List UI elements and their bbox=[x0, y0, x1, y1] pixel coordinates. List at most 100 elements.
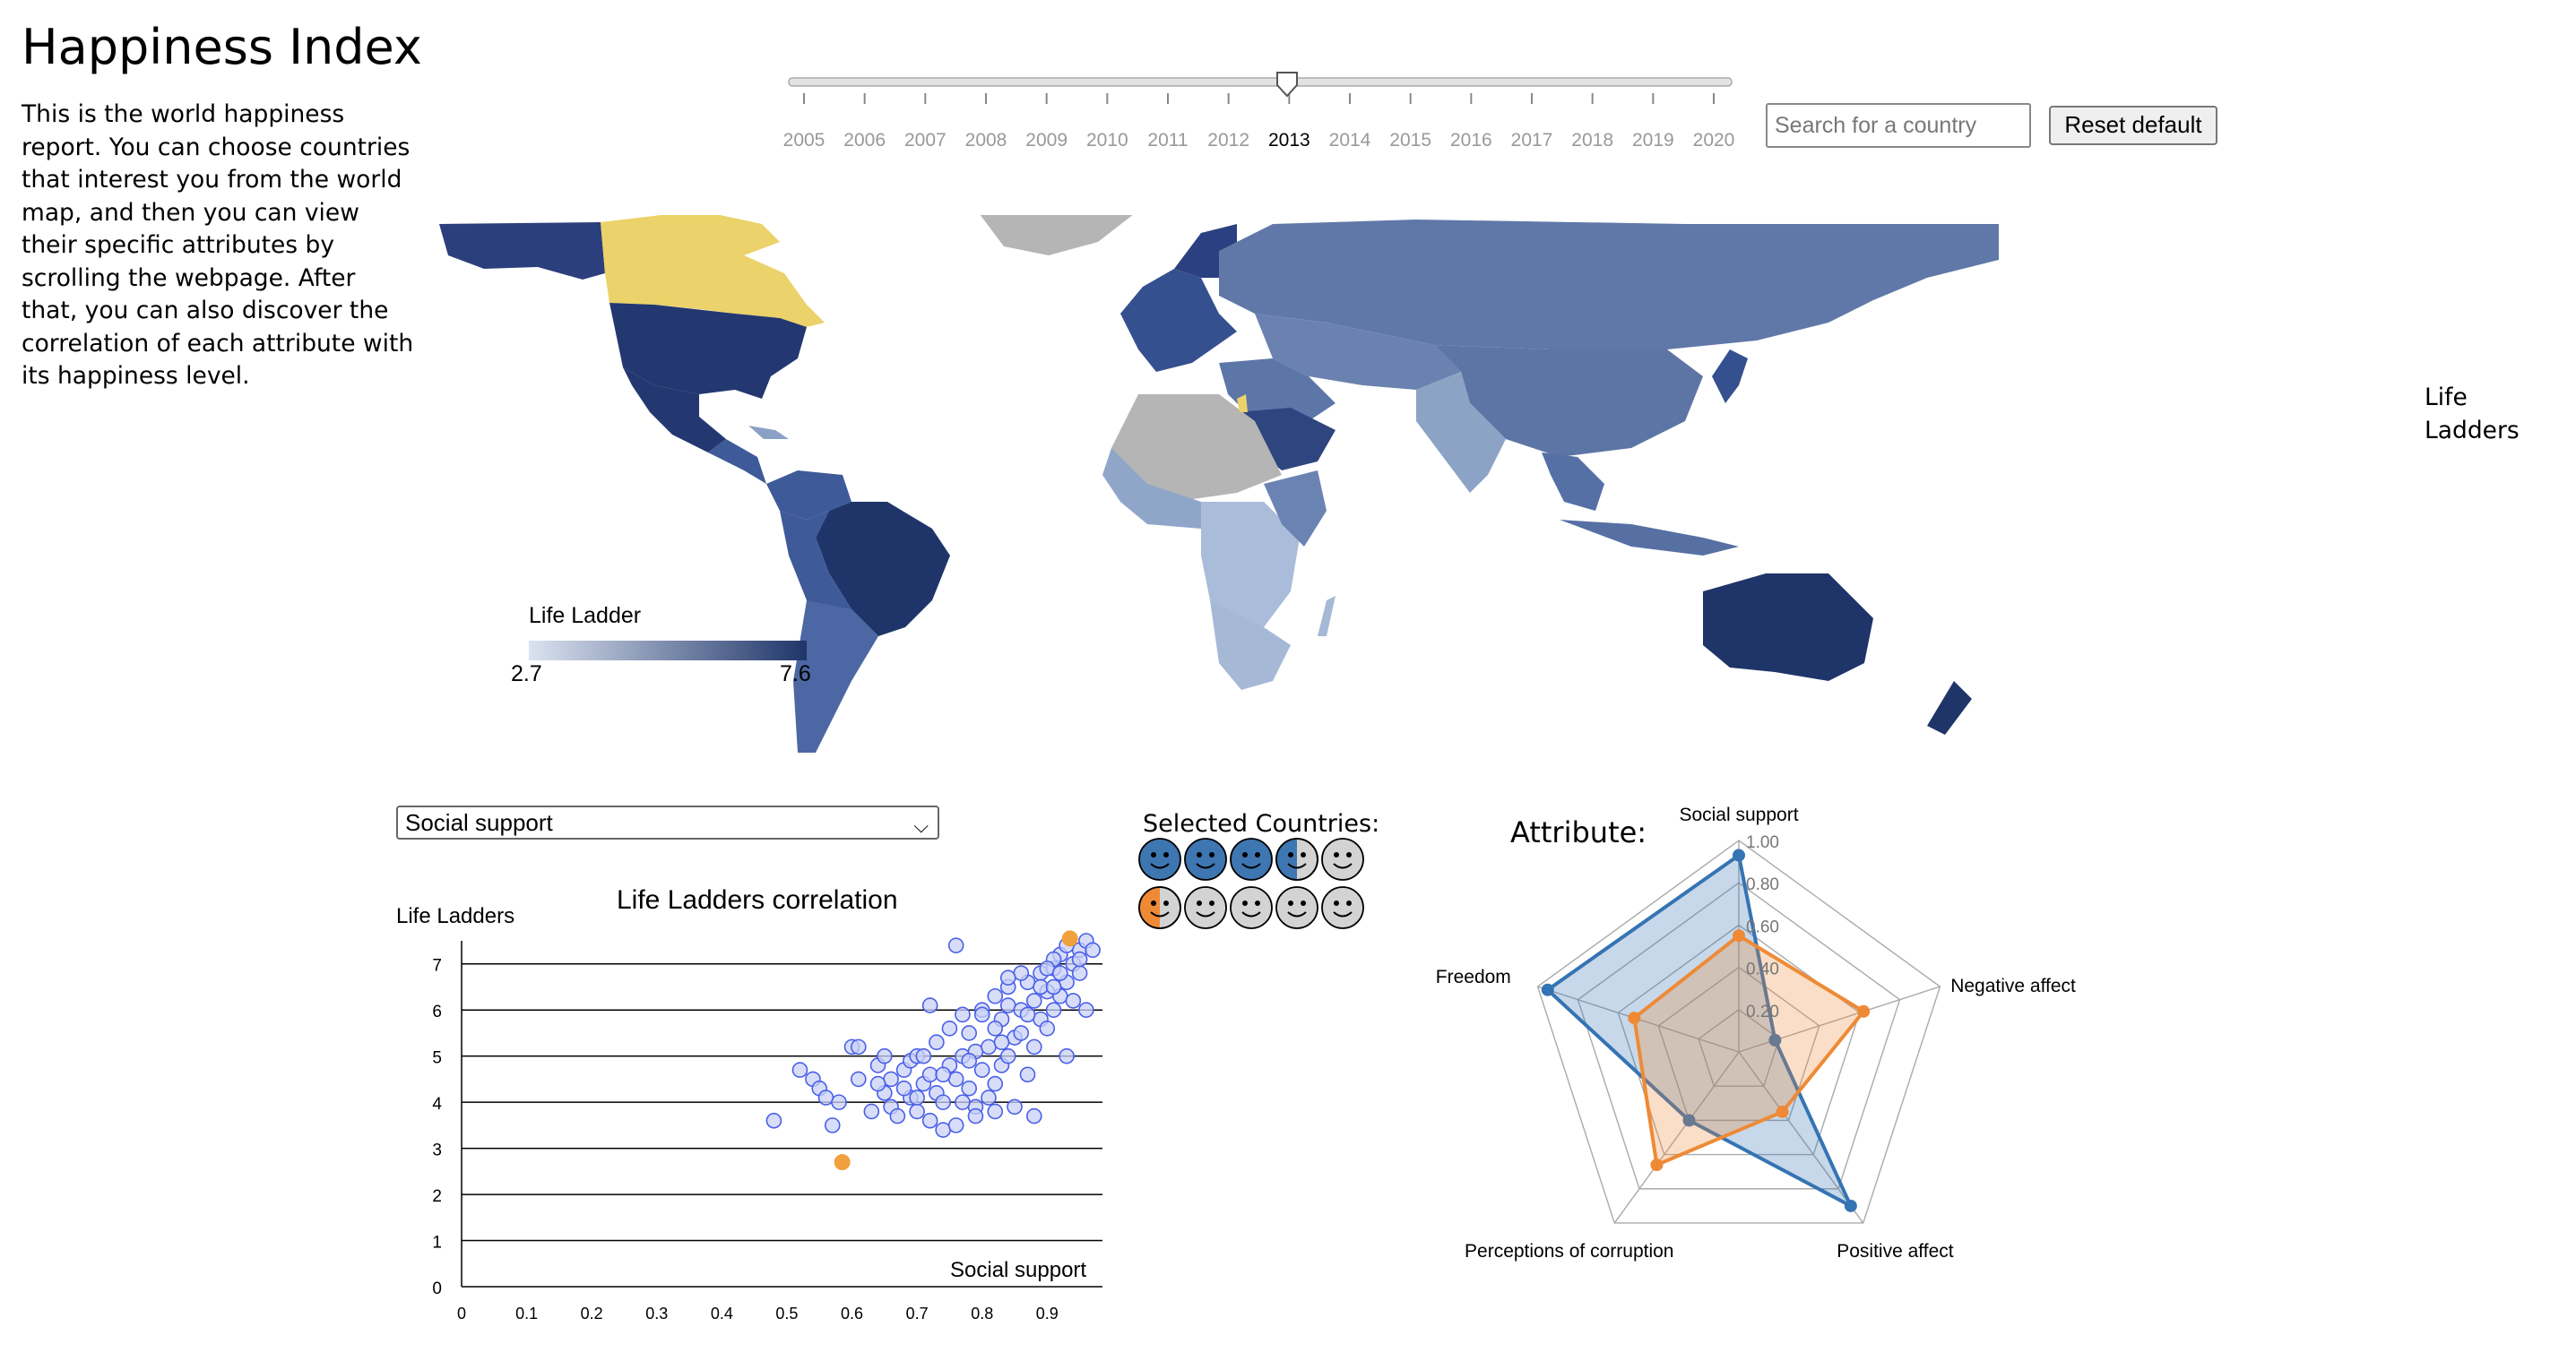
year-label-2020[interactable]: 2020 bbox=[1693, 130, 1735, 151]
west-africa[interactable] bbox=[1102, 448, 1201, 529]
central-africa[interactable] bbox=[1201, 502, 1300, 636]
central-asia[interactable] bbox=[1255, 314, 1461, 390]
andes[interactable] bbox=[780, 511, 851, 636]
scatter-point[interactable] bbox=[961, 1080, 977, 1097]
year-label-2005[interactable]: 2005 bbox=[783, 130, 826, 151]
scatter-point[interactable] bbox=[824, 1117, 841, 1133]
scatter-point[interactable] bbox=[877, 1047, 893, 1064]
country-face[interactable] bbox=[1184, 886, 1227, 929]
scatter-point[interactable] bbox=[987, 1103, 1004, 1120]
world-map[interactable]: Life Ladder 2.7 7.6 bbox=[430, 215, 1999, 753]
country-face[interactable] bbox=[1275, 838, 1318, 881]
scatter-point-highlight[interactable] bbox=[1061, 930, 1078, 947]
year-label-2016[interactable]: 2016 bbox=[1450, 130, 1492, 151]
scatter-point[interactable] bbox=[955, 1006, 971, 1023]
usa[interactable] bbox=[609, 303, 807, 399]
scatter-point[interactable] bbox=[1085, 942, 1101, 959]
country-face[interactable] bbox=[1321, 838, 1364, 881]
scatter-point[interactable] bbox=[935, 1094, 951, 1110]
argentina-chile[interactable] bbox=[793, 600, 878, 753]
madagascar[interactable] bbox=[1318, 596, 1336, 636]
scatter-point[interactable] bbox=[921, 1066, 938, 1083]
scatter-point[interactable] bbox=[1078, 1002, 1094, 1018]
israel[interactable] bbox=[1237, 394, 1248, 412]
scatter-point[interactable] bbox=[1071, 965, 1088, 981]
country-face[interactable] bbox=[1138, 838, 1181, 881]
scatter-point[interactable] bbox=[791, 1062, 808, 1078]
alaska[interactable] bbox=[439, 222, 605, 280]
year-label-2015[interactable]: 2015 bbox=[1389, 130, 1431, 151]
scatter-point[interactable] bbox=[817, 1090, 834, 1106]
scatter-point[interactable] bbox=[935, 1066, 951, 1083]
radar-series[interactable] bbox=[1632, 933, 1867, 1168]
year-slider[interactable]: 2005 2006 2007 2008 2009 2010 2011 2012 2013 2014… bbox=[775, 54, 1770, 152]
year-label-2017[interactable]: 2017 bbox=[1511, 130, 1553, 151]
middle-east[interactable] bbox=[1219, 358, 1336, 421]
colombia-venezuela[interactable] bbox=[766, 470, 851, 520]
scatter-point[interactable] bbox=[915, 1047, 932, 1064]
year-label-2014[interactable]: 2014 bbox=[1329, 130, 1371, 151]
caribbean[interactable] bbox=[748, 426, 789, 439]
scatter-point[interactable] bbox=[947, 937, 964, 953]
scatter-point[interactable] bbox=[935, 1122, 951, 1138]
year-label-2013[interactable]: 2013 bbox=[1268, 130, 1310, 151]
scatter-point[interactable] bbox=[850, 1071, 867, 1088]
southern-africa[interactable] bbox=[1210, 600, 1291, 690]
scatter-point[interactable] bbox=[863, 1103, 880, 1120]
scatter-point[interactable] bbox=[1052, 965, 1068, 981]
scatter-point[interactable] bbox=[981, 1090, 997, 1106]
year-label-2010[interactable]: 2010 bbox=[1086, 130, 1128, 151]
scatter-point[interactable] bbox=[987, 1075, 1004, 1092]
scatter-point[interactable] bbox=[765, 1112, 782, 1129]
country-face[interactable] bbox=[1230, 886, 1273, 929]
scatter-point[interactable] bbox=[973, 1062, 990, 1078]
country-face[interactable] bbox=[1321, 886, 1364, 929]
scatter-point[interactable] bbox=[993, 1034, 1010, 1051]
east-africa[interactable] bbox=[1264, 470, 1327, 547]
central-america[interactable] bbox=[708, 439, 766, 484]
attribute-select[interactable]: Social support ⌵ bbox=[396, 806, 939, 840]
year-label-2008[interactable]: 2008 bbox=[965, 130, 1007, 151]
radar-series[interactable] bbox=[1544, 852, 1855, 1211]
se-asia[interactable] bbox=[1542, 452, 1604, 511]
europe[interactable] bbox=[1120, 269, 1237, 372]
scatter-point[interactable] bbox=[1019, 1006, 1036, 1023]
year-label-2009[interactable]: 2009 bbox=[1025, 130, 1068, 151]
north-africa[interactable] bbox=[1111, 394, 1282, 502]
year-label-2006[interactable]: 2006 bbox=[843, 130, 886, 151]
scatter-point[interactable] bbox=[1071, 951, 1088, 968]
scatter-point[interactable] bbox=[955, 1094, 971, 1110]
scatter-point[interactable] bbox=[909, 1090, 925, 1106]
scatter-point[interactable] bbox=[1013, 1025, 1030, 1041]
new-zealand[interactable] bbox=[1927, 681, 1972, 735]
greenland[interactable] bbox=[977, 215, 1138, 255]
scatter-point[interactable] bbox=[921, 997, 938, 1013]
scatter-point[interactable] bbox=[850, 1038, 867, 1056]
scatter-point[interactable] bbox=[909, 1103, 925, 1120]
india[interactable] bbox=[1416, 372, 1506, 493]
scatter-point[interactable] bbox=[1065, 993, 1082, 1009]
brazil[interactable] bbox=[816, 502, 950, 636]
reset-default-button[interactable]: Reset default bbox=[2049, 106, 2217, 145]
scatter-point[interactable] bbox=[883, 1071, 899, 1088]
scatter-point[interactable] bbox=[895, 1080, 912, 1097]
country-face[interactable] bbox=[1275, 886, 1318, 929]
scatter-point[interactable] bbox=[1045, 978, 1062, 995]
selected-countries-faces[interactable] bbox=[1138, 838, 1380, 936]
scatter-point[interactable] bbox=[987, 987, 1004, 1004]
scatter-point[interactable] bbox=[921, 1112, 938, 1129]
scatter-point[interactable] bbox=[999, 970, 1016, 986]
scatter-point[interactable] bbox=[1007, 1099, 1023, 1116]
scatter-point[interactable] bbox=[999, 1047, 1016, 1064]
australia[interactable] bbox=[1703, 573, 1873, 681]
scatter-point[interactable] bbox=[947, 1117, 964, 1133]
scatter-point[interactable] bbox=[973, 1006, 990, 1023]
scatter-point[interactable] bbox=[947, 1071, 964, 1088]
scatter-point[interactable] bbox=[1025, 1107, 1042, 1125]
country-face[interactable] bbox=[1230, 838, 1273, 881]
china[interactable] bbox=[1434, 345, 1703, 457]
scatter-point[interactable] bbox=[1039, 961, 1056, 977]
scatter-point[interactable] bbox=[1039, 1020, 1056, 1037]
scatter-point[interactable] bbox=[1059, 1047, 1075, 1064]
mexico[interactable] bbox=[623, 367, 726, 452]
